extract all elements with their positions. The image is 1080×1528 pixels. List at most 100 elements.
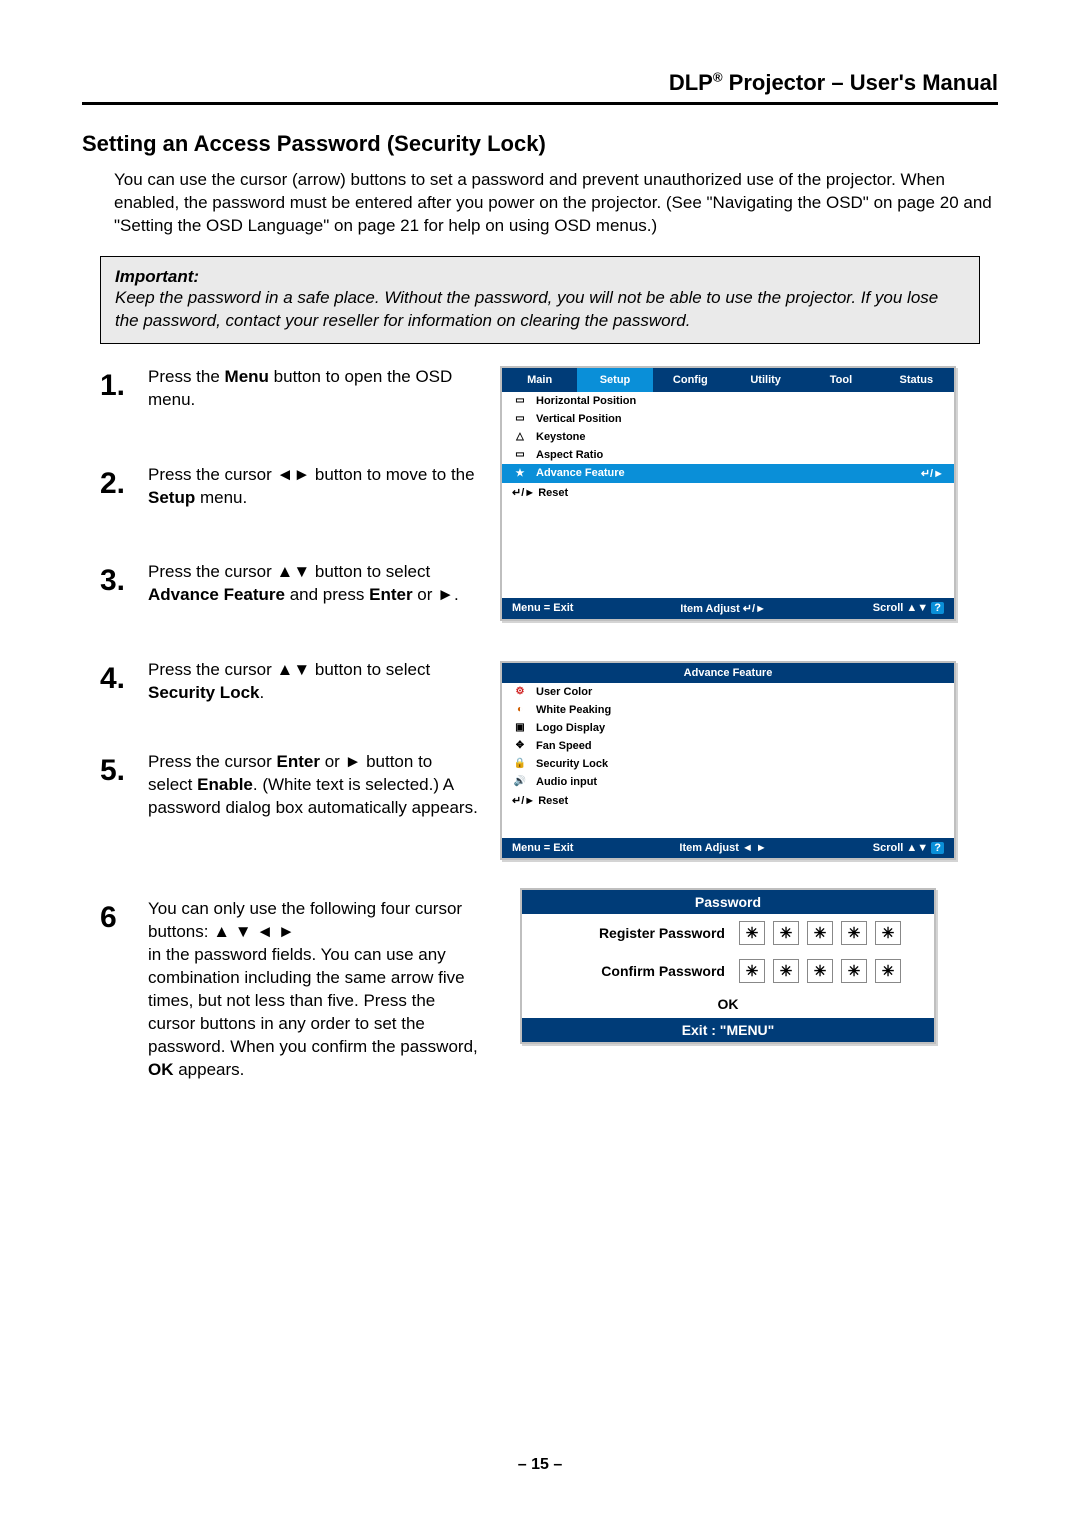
tab-tool[interactable]: Tool xyxy=(803,368,878,392)
reset-label: ↵/► Reset xyxy=(512,794,568,807)
row-label: User Color xyxy=(536,686,592,698)
text: Press the cursor xyxy=(148,660,277,679)
reset-row[interactable]: ↵/► Reset xyxy=(502,791,954,810)
menu-row[interactable]: ▭ Vertical Position xyxy=(502,410,954,428)
bold: OK xyxy=(148,1060,174,1079)
section-title: Setting an Access Password (Security Loc… xyxy=(82,131,998,157)
page-header: DLP® Projector – User's Manual xyxy=(82,70,998,105)
footer-mid: Item Adjust ↵/► xyxy=(680,602,766,615)
confirm-label: Confirm Password xyxy=(555,963,731,979)
exit-hint: Exit : "MENU" xyxy=(522,1018,934,1042)
menu-row[interactable]: 🔊 Audio input xyxy=(502,773,954,791)
bold: Enter xyxy=(277,752,320,771)
steps-column: 1. Press the Menu button to open the OSD… xyxy=(100,366,480,1134)
bold: Security Lock xyxy=(148,683,260,702)
arrow-icon: ◄► xyxy=(277,465,311,484)
row-icon: ▭ xyxy=(512,449,528,460)
tab-config[interactable]: Config xyxy=(653,368,728,392)
osd-advance-feature: Advance Feature ⚙User Color ◐White Peaki… xyxy=(500,661,956,860)
arrow-icon: ▲ ▼ ◄ ► xyxy=(213,922,294,941)
register-label: Register Password xyxy=(555,925,731,941)
pwd-field[interactable]: ✳ xyxy=(841,959,867,983)
text: button to select xyxy=(310,562,430,581)
tab-status[interactable]: Status xyxy=(879,368,954,392)
footer-left: Menu = Exit xyxy=(512,602,573,615)
menu-row[interactable]: ⚙ User Color xyxy=(502,683,954,701)
row-label: Horizontal Position xyxy=(536,395,636,407)
step-5: 5. Press the cursor Enter or ► button to… xyxy=(100,751,480,820)
row-icon: ▭ xyxy=(512,413,528,424)
pwd-field[interactable]: ✳ xyxy=(807,959,833,983)
row-icon: 🔒 xyxy=(512,758,528,769)
row-value: ↵/► xyxy=(921,467,944,480)
header-title: Projector – User's Manual xyxy=(723,70,998,95)
row-label: Advance Feature xyxy=(536,467,625,479)
menu-row[interactable]: △Keystone xyxy=(502,428,954,446)
tab-setup[interactable]: Setup xyxy=(577,368,652,392)
bold: Menu xyxy=(225,367,269,386)
pwd-field[interactable]: ✳ xyxy=(875,921,901,945)
row-label: Keystone xyxy=(536,431,586,443)
pwd-field[interactable]: ✳ xyxy=(773,921,799,945)
pwd-field[interactable]: ✳ xyxy=(841,921,867,945)
pwd-field[interactable]: ✳ xyxy=(875,959,901,983)
row-icon: ▣ xyxy=(512,722,528,733)
text: . xyxy=(260,683,265,702)
menu-row[interactable]: ◐White Peaking xyxy=(502,701,954,719)
footer-left: Menu = Exit xyxy=(512,842,573,854)
pwd-field[interactable]: ✳ xyxy=(739,921,765,945)
text: and press xyxy=(285,585,369,604)
menu-row[interactable]: ▭ Aspect Ratio xyxy=(502,446,954,464)
ok-button[interactable]: OK xyxy=(522,990,934,1018)
pwd-field[interactable]: ✳ xyxy=(807,921,833,945)
step-number: 6 xyxy=(100,898,134,1082)
step-6: 6 You can only use the following four cu… xyxy=(100,898,480,1082)
row-label: Audio input xyxy=(536,776,597,788)
step-3: 3. Press the cursor ▲▼ button to select … xyxy=(100,561,480,607)
step-2: 2. Press the cursor ◄► button to move to… xyxy=(100,464,480,510)
row-icon: 🔊 xyxy=(512,776,528,787)
step-4: 4. Press the cursor ▲▼ button to select … xyxy=(100,659,480,705)
menu-row[interactable]: ▭Horizontal Position xyxy=(502,392,954,410)
text: You can only use the following four curs… xyxy=(148,899,462,941)
help-icon: ? xyxy=(931,602,944,614)
row-icon: ⚙ xyxy=(512,686,528,697)
tab-main[interactable]: Main xyxy=(502,368,577,392)
row-label: Logo Display xyxy=(536,722,605,734)
note-heading: Important: xyxy=(115,267,965,287)
pwd-field[interactable]: ✳ xyxy=(773,959,799,983)
text: in the password fields. You can use any … xyxy=(148,945,478,1056)
step-number: 3. xyxy=(100,561,134,607)
arrow-icon: ▲▼ xyxy=(277,562,311,581)
register-password-row: Register Password ✳ ✳ ✳ ✳ ✳ xyxy=(522,914,934,952)
row-label: Vertical Position xyxy=(536,413,622,425)
bold: Setup xyxy=(148,488,195,507)
reset-row[interactable]: ↵/► Reset xyxy=(502,483,954,502)
footer-right: Scroll ▲▼ xyxy=(873,602,928,614)
footer-right: Scroll ▲▼ xyxy=(873,842,928,854)
intro-paragraph: You can use the cursor (arrow) buttons t… xyxy=(114,169,998,238)
menu-row[interactable]: 🔒Security Lock xyxy=(502,755,954,773)
reg-mark: ® xyxy=(713,70,723,85)
text: appears. xyxy=(174,1060,245,1079)
row-label: White Peaking xyxy=(536,704,611,716)
menu-row-selected[interactable]: ★Advance Feature↵/► xyxy=(502,464,954,483)
text: button to move to the xyxy=(310,465,474,484)
tab-utility[interactable]: Utility xyxy=(728,368,803,392)
pwd-field[interactable]: ✳ xyxy=(739,959,765,983)
step-number: 4. xyxy=(100,659,134,705)
important-note: Important: Keep the password in a safe p… xyxy=(100,256,980,344)
menu-row[interactable]: ▣ Logo Display xyxy=(502,719,954,737)
osd-footer: Menu = Exit Item Adjust ↵/► Scroll ▲▼ ? xyxy=(502,598,954,619)
confirm-password-row: Confirm Password ✳ ✳ ✳ ✳ ✳ xyxy=(522,952,934,990)
footer-mid: Item Adjust ◄ ► xyxy=(679,842,766,854)
text: Press the cursor xyxy=(148,465,277,484)
text: Press the cursor xyxy=(148,752,277,771)
osd-setup-menu: Main Setup Config Utility Tool Status ▭H… xyxy=(500,366,956,621)
menu-row[interactable]: ✥Fan Speed xyxy=(502,737,954,755)
row-icon: ✥ xyxy=(512,740,528,751)
reset-label: ↵/► Reset xyxy=(512,486,568,499)
screenshots-column: Main Setup Config Utility Tool Status ▭H… xyxy=(500,366,998,1044)
text: menu. xyxy=(195,488,247,507)
row-label: Aspect Ratio xyxy=(536,449,603,461)
